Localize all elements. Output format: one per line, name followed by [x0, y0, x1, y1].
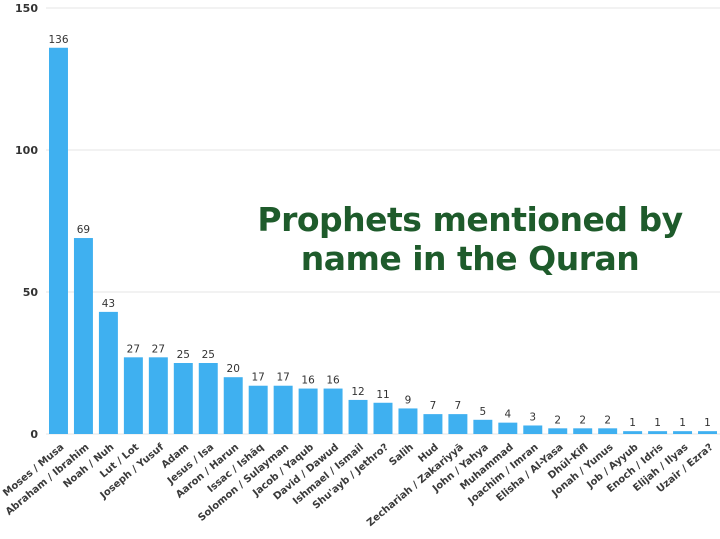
data-label: 12: [351, 386, 364, 398]
bar: [123, 357, 143, 434]
data-label: 17: [276, 372, 289, 384]
data-label: 2: [579, 414, 586, 426]
x-tick-label: Salih: [387, 442, 415, 468]
bar: [348, 399, 368, 434]
y-tick-label: 0: [30, 428, 38, 441]
data-label: 7: [455, 400, 462, 412]
data-label: 25: [202, 349, 215, 361]
bar: [48, 47, 68, 434]
data-label: 11: [376, 389, 389, 401]
bar: [198, 363, 218, 434]
data-label: 2: [554, 414, 561, 426]
bar: [423, 414, 443, 434]
bar: [373, 402, 393, 434]
bar: [598, 428, 618, 434]
data-label: 25: [177, 349, 190, 361]
data-label: 16: [326, 375, 340, 387]
bar: [98, 311, 118, 434]
bar: [273, 385, 293, 434]
bar: [148, 357, 168, 434]
data-label: 1: [654, 417, 661, 429]
bar: [673, 431, 693, 434]
data-label: 1: [704, 417, 711, 429]
bar: [173, 363, 193, 434]
data-label: 17: [251, 372, 264, 384]
data-label: 136: [48, 34, 68, 46]
data-label: 2: [604, 414, 611, 426]
chart-title: Prophets mentioned by name in the Quran: [257, 200, 683, 278]
data-label: 16: [301, 375, 315, 387]
bar: [248, 385, 268, 434]
bar: [73, 238, 93, 434]
data-label: 1: [629, 417, 636, 429]
y-tick-label: 100: [15, 144, 38, 157]
data-label: 5: [480, 406, 487, 418]
y-tick-label: 50: [23, 286, 39, 299]
bar: [473, 419, 493, 434]
data-label: 20: [227, 363, 240, 375]
data-label: 1: [679, 417, 686, 429]
data-label: 43: [102, 298, 115, 310]
bar: [548, 428, 568, 434]
data-label: 27: [152, 343, 165, 355]
bar: [498, 422, 518, 434]
bar: [698, 431, 718, 434]
bar: [448, 414, 468, 434]
y-tick-label: 150: [15, 2, 38, 15]
bar: [223, 377, 243, 434]
data-label: 7: [430, 400, 437, 412]
bar: [298, 388, 318, 434]
data-label: 69: [77, 224, 90, 236]
data-label: 27: [127, 343, 140, 355]
bar: [648, 431, 668, 434]
data-label: 4: [504, 409, 511, 421]
bar: [573, 428, 593, 434]
data-label: 3: [529, 411, 536, 423]
bar: [623, 431, 643, 434]
bar: [523, 425, 543, 434]
bar: [323, 388, 343, 434]
data-label: 9: [405, 394, 412, 406]
bar: [398, 408, 418, 434]
